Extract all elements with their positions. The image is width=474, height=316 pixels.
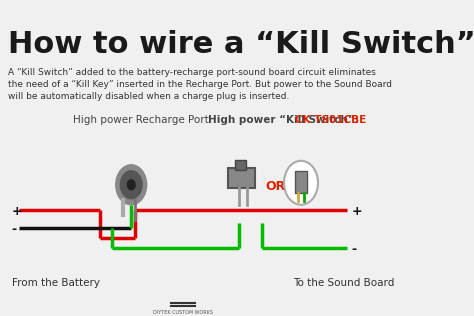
- Circle shape: [116, 165, 146, 205]
- Bar: [228, 168, 255, 188]
- Text: +: +: [351, 205, 362, 218]
- Text: CK TS01CBE: CK TS01CBE: [295, 115, 366, 125]
- Text: A “Kill Switch” added to the battery-recharge port-sound board circuit eliminate: A “Kill Switch” added to the battery-rec…: [8, 68, 392, 100]
- Circle shape: [284, 161, 318, 205]
- Text: DIYTEK CUSTOM WORKS: DIYTEK CUSTOM WORKS: [153, 310, 213, 315]
- Text: High power “Kill Switch”:: High power “Kill Switch”:: [209, 115, 363, 125]
- Text: To the Sound Board: To the Sound Board: [293, 278, 395, 288]
- Circle shape: [128, 180, 135, 190]
- Text: +: +: [11, 205, 22, 218]
- Text: From the Battery: From the Battery: [11, 278, 100, 288]
- Text: -: -: [351, 243, 356, 256]
- Text: How to wire a “Kill Switch”: How to wire a “Kill Switch”: [8, 30, 474, 59]
- Bar: [236, 160, 246, 170]
- Circle shape: [120, 171, 142, 199]
- Text: High power Recharge Port: High power Recharge Port: [73, 115, 209, 125]
- Text: -: -: [11, 223, 17, 236]
- Bar: [295, 171, 307, 193]
- Text: OR: OR: [265, 180, 286, 193]
